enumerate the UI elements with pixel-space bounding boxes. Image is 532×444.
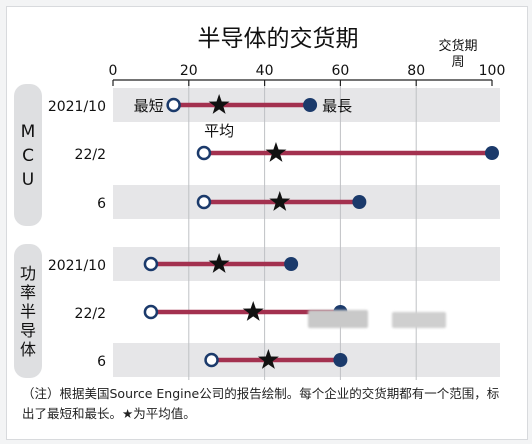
legend-avg-label: 平均 — [204, 122, 234, 140]
x-tick-label: 40 — [256, 63, 274, 79]
row-label: 2021/10 — [48, 99, 106, 115]
max-dot — [352, 195, 367, 209]
min-dot — [196, 194, 212, 210]
max-dot — [284, 257, 299, 271]
group-tab — [14, 244, 42, 378]
min-dot — [143, 256, 159, 272]
unit-label-top: 交货期 — [438, 38, 477, 54]
avg-star — [208, 94, 230, 114]
min-dot — [166, 97, 181, 113]
max-dot — [333, 353, 348, 367]
min-dot — [143, 304, 159, 320]
footnote: （注）根据美国Source Engine公司的报告绘制。每个企业的交货期都有一个… — [22, 386, 500, 421]
redaction-blur — [392, 312, 446, 328]
group-tab — [14, 84, 42, 226]
redaction-blur — [308, 310, 368, 328]
x-tick-label: 100 — [479, 63, 506, 79]
row-label: 22/2 — [75, 306, 106, 322]
avg-star — [242, 301, 264, 321]
x-tick-label: 80 — [407, 63, 425, 79]
max-dot — [485, 146, 499, 160]
group-label: 功率半导体 — [20, 264, 36, 359]
avg-star — [265, 142, 287, 162]
row-label: 6 — [97, 354, 106, 370]
row-label: 2021/10 — [48, 258, 106, 274]
legend-min-label: 最短 — [134, 97, 164, 115]
avg-star — [257, 349, 279, 369]
legend-max-label: 最長 — [322, 97, 352, 115]
x-tick-label: 0 — [109, 63, 118, 79]
chart-title: 半导体的交货期 — [198, 26, 359, 52]
x-tick-label: 20 — [180, 63, 198, 79]
unit-label-bottom: 周 — [451, 55, 464, 70]
min-dot — [196, 145, 212, 161]
min-dot — [204, 352, 219, 368]
row-label: 6 — [97, 196, 106, 212]
avg-star — [269, 191, 291, 211]
max-dot — [303, 98, 318, 112]
x-tick-label: 60 — [331, 63, 349, 79]
row-label: 22/2 — [75, 147, 106, 163]
avg-star — [208, 253, 230, 273]
